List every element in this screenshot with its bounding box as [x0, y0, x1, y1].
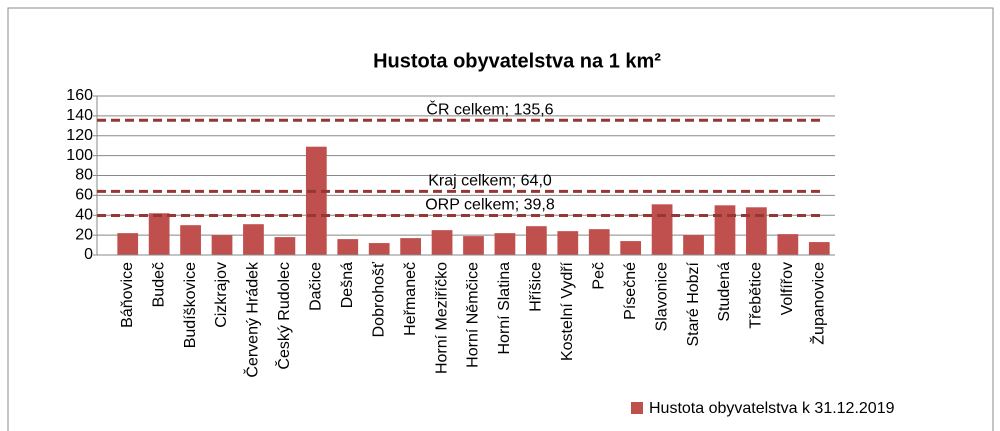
y-tick-label: 80 — [75, 167, 93, 184]
bar — [400, 238, 422, 255]
bar — [368, 243, 390, 255]
x-tick-label: Horní Němčice — [465, 262, 482, 368]
bar — [651, 204, 673, 255]
x-tick-label: Budeč — [150, 262, 167, 307]
bar — [557, 231, 579, 255]
bar — [620, 241, 642, 255]
x-tick-label: Český Rudolec — [274, 262, 293, 370]
x-tick-label: Studená — [716, 262, 733, 322]
chart-frame — [7, 7, 994, 431]
x-tick-label: Budíškovice — [182, 262, 199, 348]
y-tick-label: 0 — [84, 246, 93, 263]
y-tick-label: 100 — [66, 147, 93, 164]
y-tick-label: 20 — [75, 226, 93, 243]
x-tick-label: Slavonice — [653, 262, 670, 331]
x-tick-label: Třebětice — [748, 262, 765, 329]
legend-swatch — [631, 402, 643, 414]
x-tick-label: Horní Meziříčko — [433, 262, 450, 374]
chart-title: Hustota obyvatelstva na 1 km² — [373, 50, 661, 72]
bar — [746, 207, 767, 255]
bar — [463, 236, 484, 255]
bar — [117, 233, 139, 255]
bar — [211, 235, 233, 255]
x-tick-label: Staré Hobzí — [685, 261, 702, 346]
bar — [588, 229, 610, 255]
x-tick-label: Peč — [590, 262, 607, 290]
reference-label: ČR celkem; 135,6 — [426, 99, 553, 118]
x-tick-label: Červený Hrádek — [243, 261, 262, 378]
x-tick-label: Dobrohošť — [370, 261, 387, 337]
bar — [243, 224, 264, 255]
x-tick-label: Heřmaneč — [402, 262, 419, 336]
x-tick-label: Volfířov — [779, 262, 796, 315]
y-tick-label: 40 — [75, 206, 93, 223]
bar — [274, 237, 296, 255]
x-tick-label: Županovice — [809, 262, 828, 345]
reference-label: ORP celkem; 39,8 — [425, 197, 555, 214]
x-tick-label: Báňovice — [119, 262, 136, 328]
x-tick-label: Hříšice — [528, 262, 545, 312]
bar — [714, 205, 736, 255]
x-tick-label: Horní Slatina — [496, 262, 513, 355]
reference-label: Kraj celkem; 64,0 — [428, 173, 552, 190]
bar — [180, 225, 201, 255]
legend-label: Hustota obyvatelstva k 31.12.2019 — [649, 400, 895, 417]
bar — [683, 235, 704, 255]
x-tick-label: Dešná — [339, 262, 356, 308]
bar — [525, 226, 547, 255]
bar — [431, 230, 453, 255]
bar — [337, 239, 359, 255]
x-tick-label: Kostelní Vydří — [559, 261, 576, 361]
x-tick-label: Cizkrajov — [213, 262, 230, 328]
y-tick-label: 160 — [66, 87, 93, 104]
x-tick-label: Písečné — [622, 262, 639, 320]
x-tick-label: Dačice — [308, 262, 325, 311]
y-tick-label: 120 — [66, 127, 93, 144]
bar — [148, 213, 170, 255]
bar — [305, 146, 327, 255]
y-tick-label: 140 — [66, 107, 93, 124]
y-tick-label: 60 — [75, 187, 93, 204]
bar — [808, 242, 830, 255]
bar — [777, 234, 799, 255]
bar — [494, 233, 516, 255]
